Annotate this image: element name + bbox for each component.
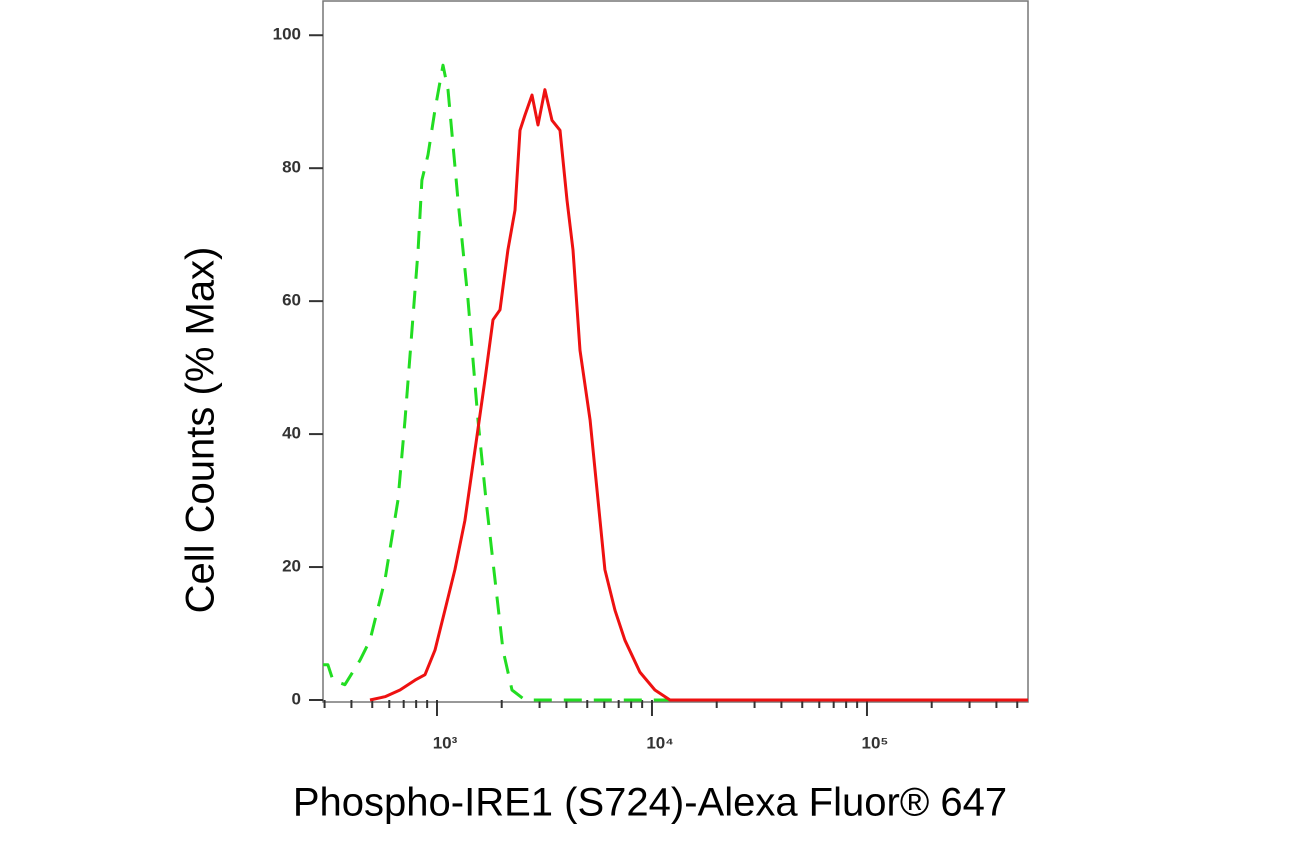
y-tick-label: 100 [273,25,301,44]
series-line [369,88,1028,702]
y-tick-label: 20 [282,557,301,576]
y-tick-label: 80 [282,158,301,177]
y-tick-label: 40 [282,424,301,443]
series-line [323,63,1028,702]
x-tick-label: 10⁵ [862,733,889,752]
x-axis-label: Phospho-IRE1 (S724)-Alexa Fluor® 647 [293,781,1007,825]
x-tick-label: 10⁴ [646,733,673,752]
x-tick-label: 10³ [433,733,458,752]
y-tick-label: 60 [282,291,301,310]
y-axis-label: Cell Counts (% Max) [179,247,223,614]
plot-frame [322,0,1029,703]
y-tick-label: 0 [292,689,301,708]
